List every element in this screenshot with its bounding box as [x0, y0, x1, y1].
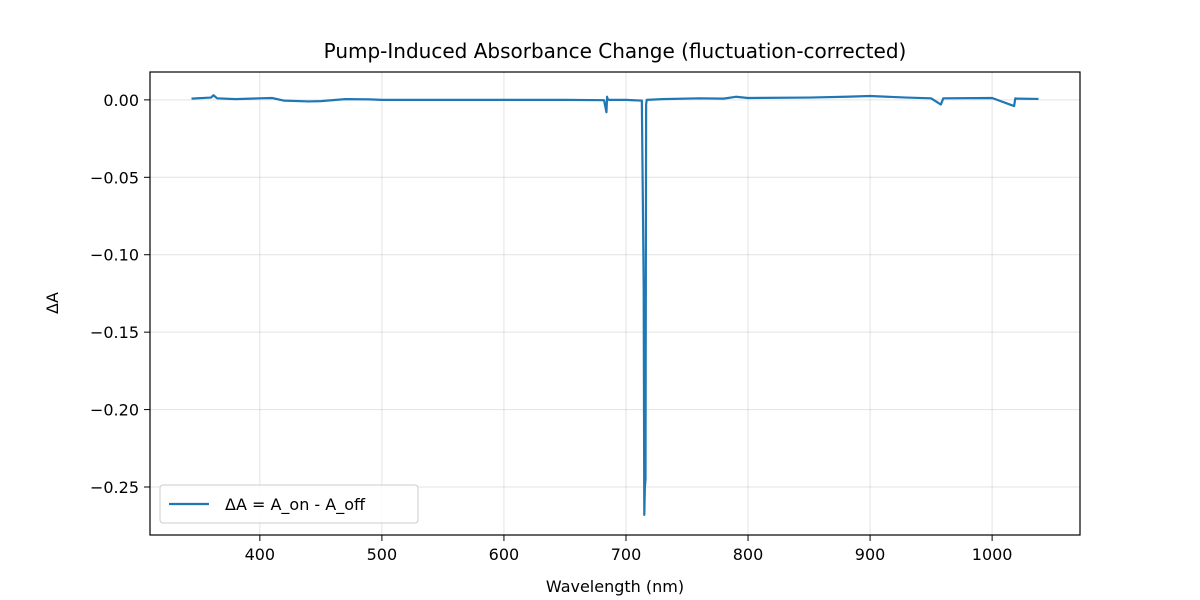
legend: ΔA = A_on - A_off	[159, 484, 419, 524]
y-axis-ticks: 0.00 −0.05 −0.10 −0.15 −0.20 −0.25	[90, 91, 150, 497]
y-tick-label: 0.00	[103, 91, 139, 110]
x-axis-ticks: 400 500 600 700 800 900 1000	[245, 535, 1013, 564]
y-axis-label: ΔA	[43, 292, 62, 314]
x-tick-label: 900	[855, 545, 886, 564]
x-axis-label: Wavelength (nm)	[546, 577, 684, 596]
x-tick-label: 400	[245, 545, 276, 564]
series-line-delta-a	[191, 94, 1039, 516]
plot-frame	[149, 71, 1081, 536]
legend-box	[159, 484, 419, 524]
y-tick-label: −0.15	[90, 323, 139, 342]
y-tick-label: −0.10	[90, 246, 139, 265]
series-layer	[191, 94, 1039, 516]
x-tick-label: 1000	[972, 545, 1013, 564]
x-tick-label: 600	[489, 545, 520, 564]
x-tick-label: 700	[611, 545, 642, 564]
y-tick-label: −0.20	[90, 401, 139, 420]
y-tick-label: −0.25	[90, 478, 139, 497]
x-tick-label: 800	[733, 545, 764, 564]
legend-entry-label: ΔA = A_on - A_off	[225, 495, 366, 515]
x-tick-label: 500	[367, 545, 398, 564]
chart-title: Pump-Induced Absorbance Change (fluctuat…	[324, 39, 907, 63]
grid	[150, 72, 1080, 535]
y-tick-label: −0.05	[90, 168, 139, 187]
